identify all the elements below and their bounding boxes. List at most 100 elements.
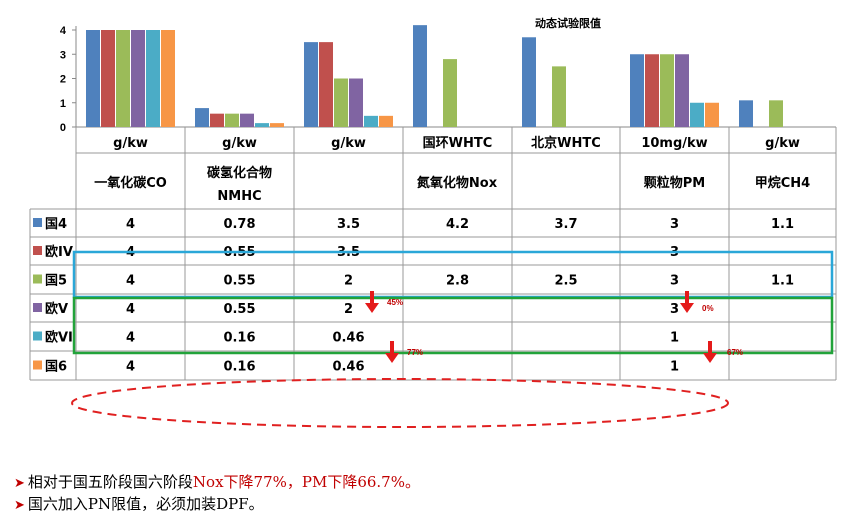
bar bbox=[379, 115, 393, 127]
down-arrow-icon bbox=[390, 341, 394, 355]
pollutant-label: 一氧化碳CO bbox=[94, 175, 167, 191]
bar bbox=[675, 54, 689, 127]
percent-label: 77% bbox=[407, 348, 423, 357]
bar bbox=[769, 100, 783, 127]
bar bbox=[552, 66, 566, 127]
bar bbox=[101, 30, 115, 127]
bar bbox=[210, 113, 224, 127]
pollutant-label: 甲烷CH4 bbox=[755, 175, 810, 191]
data-label: 2 bbox=[344, 302, 353, 317]
bar bbox=[240, 113, 254, 127]
legend-swatch bbox=[33, 246, 42, 255]
unit-label: 10mg/kw bbox=[641, 136, 707, 151]
legend-swatch bbox=[33, 274, 42, 284]
footnote-1-highlight: Nox下降77%，PM下降66.7%。 bbox=[192, 473, 420, 491]
data-label: 2.5 bbox=[554, 274, 577, 289]
down-arrow-icon bbox=[703, 353, 717, 363]
legend-entry: 国5 bbox=[45, 274, 67, 289]
bar-area bbox=[86, 25, 783, 127]
legend-swatch bbox=[33, 218, 42, 227]
bar bbox=[334, 78, 348, 127]
data-label: 0.16 bbox=[223, 331, 255, 346]
data-label: 3 bbox=[670, 217, 679, 232]
legend-entry: 国6 bbox=[45, 360, 67, 375]
bar bbox=[690, 102, 704, 127]
legend-entry: 欧IV bbox=[45, 244, 73, 260]
unit-label: g/kw bbox=[222, 136, 257, 151]
bar bbox=[349, 78, 363, 127]
data-label: 2.8 bbox=[446, 274, 469, 289]
bullet-arrow-icon: ➤ bbox=[14, 498, 25, 513]
y-tick-label: 3 bbox=[60, 49, 66, 61]
legend-entry: 国4 bbox=[45, 217, 67, 232]
bar bbox=[522, 37, 536, 127]
legend-swatch bbox=[33, 303, 42, 312]
legend-entry: 欧VI bbox=[45, 330, 73, 346]
data-label: 0.78 bbox=[223, 217, 255, 232]
y-tick-label: 4 bbox=[60, 25, 67, 37]
percent-label: 45% bbox=[387, 298, 403, 307]
bar bbox=[161, 30, 175, 127]
data-label: 4 bbox=[126, 331, 135, 346]
chart-title: 动态试验限值 bbox=[535, 16, 601, 30]
down-arrow-icon bbox=[680, 303, 694, 313]
bar bbox=[364, 115, 378, 127]
pollutant-label: 碳氢化合物 bbox=[207, 165, 272, 181]
data-label: 0.16 bbox=[223, 360, 255, 375]
pollutant-label-line2: NMHC bbox=[217, 189, 261, 204]
data-label: 4 bbox=[126, 274, 135, 289]
unit-label: 国环WHTC bbox=[423, 136, 493, 151]
data-label: 1 bbox=[670, 360, 679, 375]
bar bbox=[270, 123, 284, 127]
pollutant-label: 氮氧化物Nox bbox=[417, 175, 498, 191]
bar bbox=[319, 42, 333, 127]
bar bbox=[645, 54, 659, 127]
data-label: 3.5 bbox=[337, 217, 360, 232]
annotations: 45% 77% 0% 67% bbox=[71, 250, 834, 428]
unit-label: g/kw bbox=[331, 136, 366, 151]
down-arrow-icon bbox=[365, 303, 379, 313]
data-label: 1.1 bbox=[771, 274, 794, 289]
data-label: 2 bbox=[344, 274, 353, 289]
bar bbox=[195, 108, 209, 127]
dashed-ellipse bbox=[71, 378, 729, 428]
bullet-arrow-icon: ➤ bbox=[14, 476, 25, 491]
data-label: 3 bbox=[670, 302, 679, 317]
data-label: 4 bbox=[126, 360, 135, 375]
down-arrow-icon bbox=[385, 353, 399, 363]
y-tick-label: 1 bbox=[60, 98, 66, 110]
emission-chart: 0 1 2 3 4 g/kw 一氧化碳CO g/kw 碳氢化合物 NMHC g/kw 国环WHTC 氮… bbox=[29, 16, 837, 428]
data-label: 0.55 bbox=[223, 274, 255, 289]
data-label: 0.46 bbox=[332, 331, 364, 346]
data-label: 3.7 bbox=[554, 217, 577, 232]
bar bbox=[86, 30, 100, 127]
down-arrow-icon bbox=[685, 291, 689, 305]
down-arrow-icon bbox=[708, 341, 712, 355]
percent-label: 67% bbox=[727, 348, 743, 357]
bar bbox=[146, 30, 160, 127]
bar bbox=[131, 30, 145, 127]
bar bbox=[443, 59, 457, 127]
bar bbox=[225, 113, 239, 127]
unit-label: g/kw bbox=[113, 136, 148, 151]
bar bbox=[660, 54, 674, 127]
data-label: 1 bbox=[670, 331, 679, 346]
data-label: 4.2 bbox=[446, 217, 469, 232]
data-label: 3 bbox=[670, 274, 679, 289]
bar bbox=[705, 102, 719, 127]
highlight-box-green bbox=[72, 296, 834, 355]
data-label: 1.1 bbox=[771, 217, 794, 232]
data-label: 4 bbox=[126, 302, 135, 317]
footnote-1: ➤ 相对于国五阶段国六阶段Nox下降77%，PM下降66.7%。 bbox=[14, 471, 420, 492]
data-label: 0.55 bbox=[223, 302, 255, 317]
bar bbox=[116, 30, 130, 127]
data-label: 0.46 bbox=[332, 360, 364, 375]
bar bbox=[304, 42, 318, 127]
pollutant-label: 颗粒物PM bbox=[644, 175, 705, 191]
down-arrow-icon bbox=[370, 291, 374, 305]
bar bbox=[413, 25, 427, 127]
unit-label: 北京WHTC bbox=[531, 135, 601, 151]
bar bbox=[255, 123, 269, 127]
data-label: 4 bbox=[126, 217, 135, 232]
unit-label: g/kw bbox=[765, 136, 800, 151]
